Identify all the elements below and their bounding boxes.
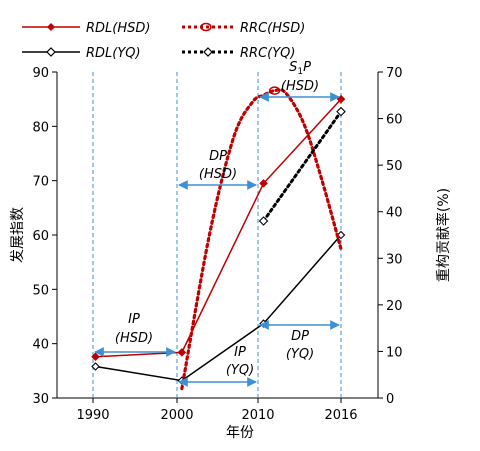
annotation-s1p-hsd-line1: S1P: [289, 60, 311, 77]
y-axis-right-title: 重构贡献率(%): [435, 188, 452, 282]
annotation-s1p-hsd: S1P (HSD): [259, 60, 340, 102]
legend-marker-rdl-hsd: [47, 23, 55, 31]
x-tick-label: 2016: [324, 408, 357, 423]
x-tick-label: 2010: [241, 408, 274, 423]
left-tick-label: 90: [32, 66, 49, 81]
legend-marker-rrc-yq: [203, 47, 213, 57]
left-tick-label: 70: [32, 175, 49, 190]
left-tick-label: 80: [32, 120, 49, 135]
annotation-dp-yq-line1: DP: [291, 329, 309, 344]
left-y-ticks: 30 40 50 60 70 80 90: [32, 66, 57, 407]
right-tick-label: 0: [386, 392, 394, 407]
right-tick-label: 10: [386, 345, 403, 360]
data-point: [336, 106, 346, 117]
data-point: [177, 348, 187, 357]
legend-item-rrc-hsd: RRC(HSD): [182, 21, 305, 36]
x-axis-title: 年份: [226, 425, 254, 441]
data-point: [91, 362, 100, 371]
data-point: [258, 216, 269, 226]
annotation-ip-hsd-line2: (HSD): [115, 331, 153, 346]
y-axis-left-title: 发展指数: [10, 207, 26, 263]
legend-label-rrc-yq: RRC(YQ): [240, 46, 295, 61]
legend-item-rdl-hsd: RDL(HSD): [22, 21, 150, 36]
series-rrc-yq: [258, 106, 346, 226]
legend: RDL(HSD) RRC(HSD) RDL(YQ) RRC(YQ): [22, 21, 305, 61]
x-ticks: 1990 2000 2010 2016: [76, 398, 358, 423]
series-line-rrc-yq: [262, 110, 343, 223]
x-tick-label: 1990: [76, 408, 109, 423]
right-tick-label: 20: [386, 299, 403, 314]
right-tick-label: 60: [386, 113, 403, 128]
annotation-dp-hsd-line2: (HSD): [199, 167, 237, 182]
annotation-dp-yq-line2: (YQ): [286, 347, 314, 362]
legend-label-rdl-hsd: RDL(HSD): [86, 21, 150, 36]
right-tick-label: 70: [386, 66, 403, 81]
legend-marker-rdl-yq: [46, 47, 56, 57]
legend-item-rrc-yq: RRC(YQ): [182, 46, 295, 61]
data-point: [259, 179, 268, 188]
annotation-s1p-hsd-line2: (HSD): [281, 79, 319, 94]
legend-label-rrc-hsd: RRC(HSD): [240, 21, 305, 36]
legend-marker-rrc-hsd: [200, 22, 212, 32]
annotation-ip-hsd: IP (HSD): [94, 312, 176, 357]
left-tick-label: 50: [32, 283, 49, 298]
legend-item-rdl-yq: RDL(YQ): [22, 46, 141, 61]
x-tick-label: 2000: [160, 408, 193, 423]
annotation-dp-hsd: DP (HSD): [178, 149, 257, 190]
annotation-ip-hsd-line1: IP: [128, 312, 140, 327]
right-tick-label: 50: [386, 159, 403, 174]
series-line-rrc-hsd: [180, 88, 343, 391]
annotation-dp-hsd-line1: DP: [209, 149, 227, 164]
legend-label-rdl-yq: RDL(YQ): [86, 46, 141, 61]
series-rrc-hsd: [180, 86, 343, 391]
right-y-ticks: 0 10 20 30 40 50 60 70: [378, 66, 403, 407]
series-line-rdl-yq: [95, 234, 342, 382]
annotation-ip-yq-line2: (YQ): [226, 363, 254, 378]
left-tick-label: 60: [32, 229, 49, 244]
annotation-ip-yq: IP (YQ): [178, 345, 257, 387]
left-tick-label: 30: [32, 392, 49, 407]
right-tick-label: 40: [386, 206, 403, 221]
annotation-ip-yq-line1: IP: [234, 345, 246, 360]
right-tick-label: 30: [386, 252, 403, 267]
annotation-dp-yq: DP (YQ): [259, 320, 340, 362]
left-tick-label: 40: [32, 338, 49, 353]
